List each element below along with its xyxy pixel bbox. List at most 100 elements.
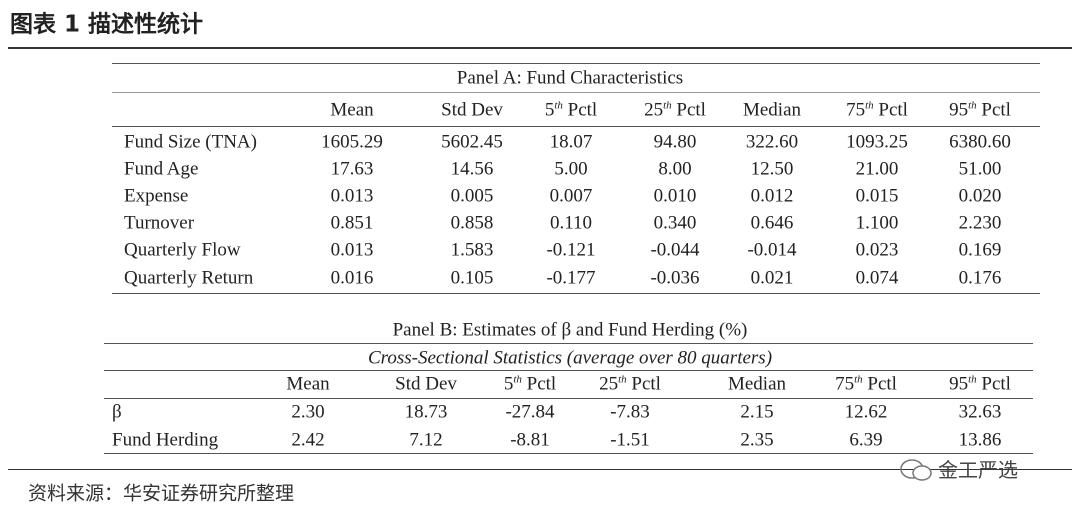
cell: 0.015 [855, 185, 899, 207]
watermark-icon [900, 459, 932, 481]
header-text: Pctl [626, 373, 661, 395]
header-number: 95 [949, 99, 969, 121]
cell: 14.56 [450, 158, 494, 180]
cell: -0.014 [747, 239, 797, 261]
header-number: 75 [846, 99, 866, 121]
cell: -1.51 [610, 429, 650, 451]
header-number: 75 [835, 373, 855, 395]
header-suffix: th [865, 99, 874, 112]
cell: 51.00 [958, 158, 1002, 180]
cell: 0.176 [958, 267, 1002, 289]
cell: 13.86 [958, 429, 1002, 451]
header-suffix: th [968, 373, 977, 386]
cell: 0.007 [549, 185, 593, 207]
cell: 0.013 [330, 185, 374, 207]
cell: 0.851 [330, 212, 374, 234]
cell: 1093.25 [846, 131, 908, 153]
cell: 2.230 [958, 212, 1002, 234]
panel-b-rule [104, 370, 1033, 371]
header-suffix: th [968, 99, 977, 112]
header-suffix: th [554, 99, 563, 112]
cell: 18.07 [549, 131, 593, 153]
row-label: Fund Herding [112, 429, 219, 451]
row-label: Expense [124, 185, 189, 207]
header-number: 5 [544, 99, 555, 121]
cell: 0.074 [855, 267, 899, 289]
column-header: Median [727, 373, 787, 395]
cell: 7.12 [409, 429, 443, 451]
panel-a-rule [112, 92, 1040, 93]
column-header: 25th Pctl [599, 373, 661, 395]
cell: -27.84 [505, 401, 555, 423]
cell: 32.63 [958, 401, 1002, 423]
column-header: 75th Pctl [835, 373, 897, 395]
header-suffix: th [663, 99, 672, 112]
header-text: Pctl [976, 99, 1011, 121]
header-suffix: th [854, 373, 863, 386]
column-header: 95th Pctl [949, 99, 1011, 121]
header-number: 95 [949, 373, 969, 395]
column-header: Mean [330, 99, 374, 121]
cell: 5602.45 [441, 131, 503, 153]
cell: 2.42 [291, 429, 325, 451]
panel-a-header-rule [112, 126, 1040, 127]
cell: -0.036 [650, 267, 700, 289]
cell: 12.50 [750, 158, 794, 180]
cell: -0.121 [546, 239, 596, 261]
panel-a-title: Panel A: Fund Characteristics [456, 67, 684, 89]
cell: -0.177 [546, 267, 596, 289]
panel-b-bottom-rule [104, 453, 1033, 454]
header-text: Pctl [671, 99, 706, 121]
cell: 8.00 [658, 158, 692, 180]
cell: 0.169 [958, 239, 1002, 261]
row-label: Quarterly Return [124, 267, 254, 289]
panel-a-bottom-rule [112, 293, 1040, 294]
panel-b-top-rule [104, 343, 1033, 344]
column-header: 25th Pctl [644, 99, 706, 121]
cell: 0.340 [653, 212, 697, 234]
row-label: Fund Age [124, 158, 199, 180]
cell: 0.020 [958, 185, 1002, 207]
column-header: Std Dev [441, 99, 503, 121]
header-number: 25 [599, 373, 619, 395]
footer-rule [8, 469, 1072, 470]
cell: 0.858 [450, 212, 494, 234]
header-text: Pctl [562, 99, 598, 121]
column-header: 5th Pctl [544, 99, 598, 121]
cell: 0.016 [330, 267, 374, 289]
cell: 322.60 [745, 131, 799, 153]
cell: 6380.60 [949, 131, 1011, 153]
cell: 17.63 [330, 158, 374, 180]
column-header: 75th Pctl [846, 99, 908, 121]
cell: 0.010 [653, 185, 697, 207]
watermark: 金工严选 [938, 458, 1018, 482]
cell: -7.83 [610, 401, 650, 423]
cell: 6.39 [849, 429, 883, 451]
cell: 12.62 [844, 401, 888, 423]
cell: 21.00 [855, 158, 899, 180]
cell: -8.81 [510, 429, 550, 451]
cell: 5.00 [554, 158, 588, 180]
page-title: 图表 1 描述性统计 [10, 11, 204, 38]
cell: 2.35 [740, 429, 774, 451]
cell: 2.15 [740, 401, 774, 423]
panel-a-top-rule [112, 63, 1040, 64]
cell: 0.110 [549, 212, 593, 234]
row-label: β [112, 401, 122, 423]
column-header: Mean [286, 373, 330, 395]
row-label: Turnover [124, 212, 195, 234]
header-suffix: th [513, 373, 522, 386]
column-header: 95th Pctl [949, 373, 1011, 395]
cell: -0.044 [650, 239, 700, 261]
cell: 0.023 [855, 239, 899, 261]
cell: 0.013 [330, 239, 374, 261]
header-text: Pctl [521, 373, 557, 395]
cell: 0.646 [750, 212, 794, 234]
column-header: Std Dev [395, 373, 457, 395]
cell: 1.583 [450, 239, 494, 261]
header-number: 25 [644, 99, 664, 121]
header-text: Pctl [976, 373, 1011, 395]
cell: 0.021 [750, 267, 794, 289]
panel-b-title: Panel B: Estimates of β and Fund Herding… [392, 319, 748, 341]
